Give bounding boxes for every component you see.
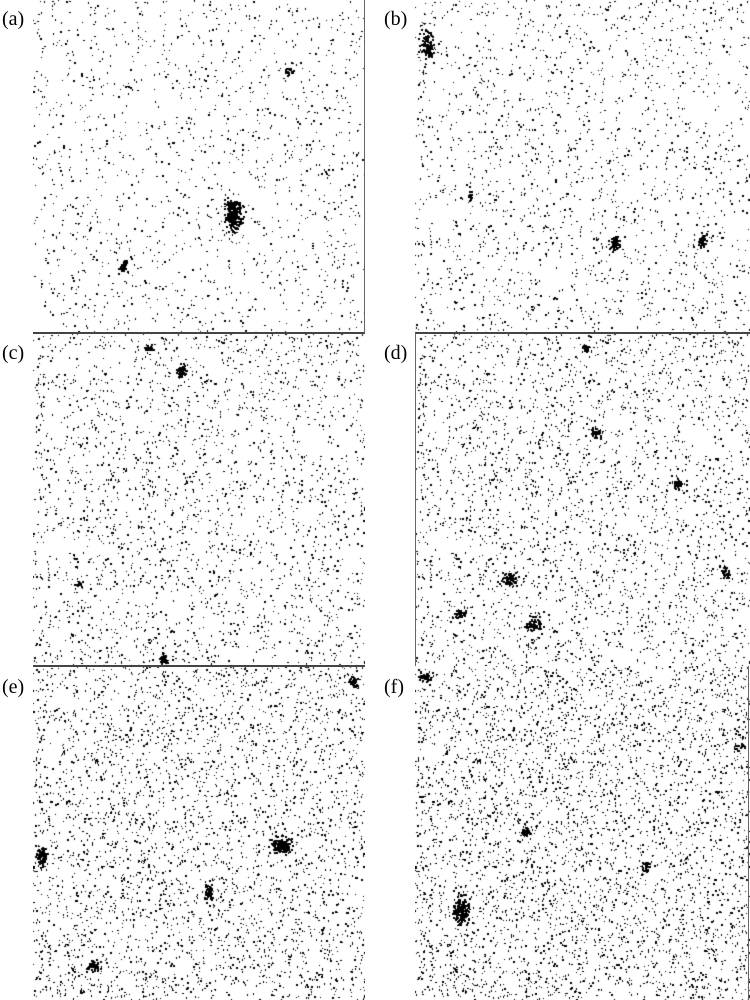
divider-b-d bbox=[415, 332, 750, 334]
divider-c-e bbox=[33, 665, 365, 667]
particle-scatter-d bbox=[415, 333, 750, 666]
panel-label-a: (a) bbox=[2, 8, 25, 30]
panel-e bbox=[33, 666, 365, 1000]
divider-a-c bbox=[33, 332, 365, 334]
panel-label-b: (b) bbox=[384, 8, 408, 30]
frame-f-right bbox=[748, 666, 749, 1000]
panel-d bbox=[415, 333, 750, 666]
panel-label-c: (c) bbox=[2, 342, 25, 364]
particle-scatter-c bbox=[33, 333, 365, 666]
panel-label-f: (f) bbox=[384, 676, 404, 698]
particle-scatter-a bbox=[33, 0, 365, 333]
panel-b bbox=[415, 0, 750, 333]
frame-a-right bbox=[364, 0, 365, 333]
panel-label-e: (e) bbox=[2, 676, 25, 698]
panel-a bbox=[33, 0, 365, 333]
panel-label-d: (d) bbox=[384, 342, 408, 364]
panel-c bbox=[33, 333, 365, 666]
particle-scatter-b bbox=[415, 0, 750, 333]
frame-d-left bbox=[415, 333, 416, 666]
particle-scatter-f bbox=[415, 666, 750, 1000]
panel-f bbox=[415, 666, 750, 1000]
particle-scatter-e bbox=[33, 666, 365, 1000]
